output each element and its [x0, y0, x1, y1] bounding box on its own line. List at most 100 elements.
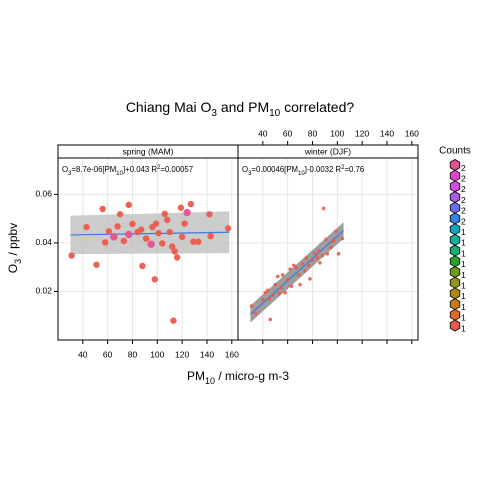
- y-tick-label: 0.02: [35, 286, 52, 296]
- data-point: [183, 208, 191, 217]
- x-tick-label-top: 100: [330, 128, 344, 138]
- text-part: and PM: [217, 99, 269, 115]
- data-point: [99, 205, 106, 213]
- data-point: [300, 261, 305, 266]
- x-tick-label-bottom: 60: [103, 349, 113, 359]
- x-tick-label-top: 60: [283, 128, 293, 138]
- text-part: O: [62, 165, 68, 174]
- fit-line: [70, 231, 230, 236]
- data-point: [297, 273, 301, 277]
- data-point: [159, 240, 166, 247]
- data-point: [110, 233, 118, 241]
- data-point: [137, 226, 145, 233]
- x-tick-label-top: 80: [308, 128, 318, 138]
- text-part: ]-0.0032 R: [305, 165, 342, 174]
- panel-2: winter (DJF) O3=0.00046[PM10]-0.0032 R2=0…: [237, 144, 419, 341]
- legend-label: 1: [461, 259, 466, 269]
- legend-hex: [449, 223, 461, 236]
- data-point: [151, 276, 159, 283]
- x-tick-label-bottom: 40: [78, 349, 88, 359]
- data-point: [125, 230, 133, 239]
- x-tick-label-top: 140: [380, 128, 394, 138]
- legend-hex: [449, 244, 461, 257]
- data-point: [120, 237, 127, 245]
- data-point: [178, 233, 186, 241]
- regression-annotation: O3=8.7e-06[PM10]+0.043 R2=0.00057: [62, 165, 193, 177]
- data-point: [169, 243, 176, 250]
- data-point: [155, 230, 162, 237]
- data-point: [289, 284, 294, 288]
- data-point: [263, 290, 268, 295]
- legend-label: 2: [461, 216, 466, 226]
- fit-line: [250, 230, 344, 315]
- regression-annotation: O3=0.00046[PM10]-0.0032 R2=0.76: [242, 165, 364, 177]
- text-part: O: [242, 165, 248, 174]
- text-part: PM: [187, 369, 205, 383]
- text-part: 3: [13, 259, 23, 264]
- data-point: [310, 258, 315, 263]
- data-point: [147, 240, 155, 248]
- legend-hex: [449, 169, 461, 182]
- legend-label: 1: [461, 248, 466, 258]
- chart-title: Chiang Mai O3 and PM10 correlated?: [126, 99, 355, 119]
- y-tick-label: 0.04: [35, 237, 52, 247]
- data-point: [324, 237, 328, 242]
- data-point: [171, 248, 178, 255]
- data-point: [265, 288, 270, 293]
- data-point: [303, 269, 307, 273]
- data-point: [142, 235, 150, 242]
- text-part: / micro-g m-3: [215, 369, 289, 383]
- text-part: 3: [211, 108, 217, 119]
- data-point: [195, 238, 202, 245]
- data-point: [270, 293, 275, 297]
- data-point: [181, 220, 188, 227]
- x-tick-label-bottom: 140: [200, 349, 214, 359]
- legend-hex: [449, 180, 461, 193]
- data-point: [177, 204, 185, 211]
- data-point: [161, 210, 168, 218]
- text-part: 3: [68, 171, 72, 177]
- data-point: [331, 239, 336, 243]
- data-point: [288, 267, 292, 271]
- data-point: [116, 211, 124, 218]
- legend-title: Counts: [439, 146, 471, 157]
- text-part: 3: [248, 171, 252, 177]
- legend-label: 1: [461, 270, 466, 280]
- data-point: [114, 223, 121, 230]
- legend-hex: [449, 201, 461, 214]
- text-part: / ppbv: [6, 223, 20, 259]
- data-point: [316, 248, 321, 253]
- data-point: [129, 220, 136, 228]
- text-part: =0.00046[PM: [251, 165, 298, 174]
- data-point: [267, 296, 271, 301]
- panel-1: spring (MAM) O3=8.7e-06[PM10]+0.043 R2=0.…: [57, 144, 239, 341]
- data-point: [83, 223, 90, 231]
- data-point: [315, 256, 320, 260]
- legend-hex: [449, 255, 461, 268]
- text-part: 10: [205, 376, 215, 386]
- confidence-band: [70, 211, 230, 255]
- data-point: [68, 252, 75, 259]
- data-point: [207, 232, 214, 240]
- legend-label: 1: [461, 313, 466, 323]
- data-point: [187, 200, 195, 208]
- data-point: [101, 239, 109, 246]
- legend-label: 2: [461, 163, 466, 173]
- legend-hex: [449, 191, 461, 204]
- legend-hex: [449, 287, 461, 300]
- data-point: [170, 317, 177, 324]
- strip-label: spring (MAM): [122, 146, 173, 156]
- legend-hex: [449, 276, 461, 289]
- data-point: [329, 245, 333, 250]
- legend-hex: [449, 159, 461, 171]
- data-point: [283, 290, 287, 295]
- x-tick-label-bottom: 80: [128, 349, 138, 359]
- data-point: [285, 278, 290, 282]
- data-point: [340, 236, 345, 241]
- data-point: [173, 254, 181, 261]
- data-point: [275, 274, 280, 279]
- data-point: [325, 252, 330, 256]
